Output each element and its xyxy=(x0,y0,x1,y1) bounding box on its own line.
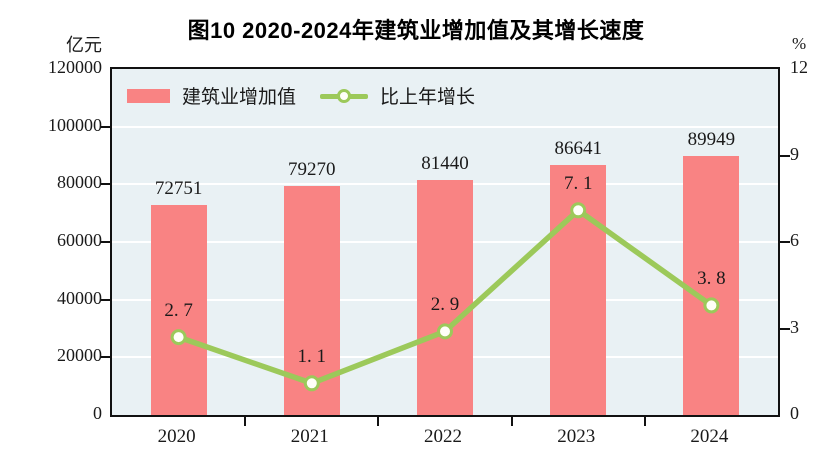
line-sample-marker-icon xyxy=(337,88,352,103)
bar-series-swatch xyxy=(127,88,170,103)
bar-2020 xyxy=(150,205,207,415)
gridline xyxy=(112,125,778,128)
bar-value-label-2024: 89949 xyxy=(687,128,736,150)
line-marker-2021 xyxy=(303,375,320,392)
plot-area: 建筑业增加值 比上年增长 72751 79270 81440 86641 89949 2.… xyxy=(100,67,790,426)
line-marker-2020 xyxy=(170,329,187,346)
x-axis-tick xyxy=(643,417,646,426)
left-axis-tick-label: 40000 xyxy=(57,287,102,308)
bar-2024 xyxy=(683,155,740,415)
left-axis-tick xyxy=(100,183,110,186)
line-marker-2024 xyxy=(703,297,720,314)
growth-line-series xyxy=(170,202,720,392)
growth-value-label-2020: 2. 7 xyxy=(164,300,193,322)
left-axis-tick-label: 80000 xyxy=(57,172,102,193)
x-axis-label-2024: 2024 xyxy=(690,426,729,447)
legend-line-label: 比上年增长 xyxy=(380,87,476,108)
bar-value-label-2020: 72751 xyxy=(154,178,203,200)
growth-value-label-2023: 7. 1 xyxy=(563,173,593,195)
bar-value-label-2021: 79270 xyxy=(288,159,336,181)
chart-legend: 建筑业增加值 比上年增长 xyxy=(127,82,475,109)
left-axis-tick-label: 120000 xyxy=(48,57,102,77)
right-axis-tick xyxy=(780,154,790,157)
line-marker-2023 xyxy=(570,202,587,219)
left-axis-unit-label: 亿元 xyxy=(66,35,102,55)
right-axis-tick xyxy=(780,241,790,243)
growth-value-label-2022: 2. 9 xyxy=(430,294,460,316)
right-axis-tick-label: 9 xyxy=(790,143,799,164)
growth-value-label-2024: 3. 8 xyxy=(697,268,726,290)
right-axis-tick-label: 12 xyxy=(790,57,808,77)
right-axis-unit-label: % xyxy=(792,34,807,53)
x-axis-label-2023: 2023 xyxy=(557,426,596,447)
bar-2022 xyxy=(417,180,473,415)
left-axis-tick xyxy=(100,356,110,359)
line-series-sample xyxy=(320,88,369,104)
x-axis-tick xyxy=(244,417,247,426)
chart-title: 图10 2020-2024年建筑业增加值及其增长速度 xyxy=(187,18,645,43)
x-axis-label-2021: 2021 xyxy=(290,426,329,447)
bar-value-label-2023: 86641 xyxy=(554,138,602,160)
left-axis-tick-label: 100000 xyxy=(48,114,102,135)
line-marker-2022 xyxy=(437,323,453,340)
right-axis-tick-label: 3 xyxy=(790,316,799,337)
left-axis-tick xyxy=(100,125,110,128)
growth-value-label-2021: 1. 1 xyxy=(297,346,327,368)
right-axis-tick xyxy=(780,327,790,330)
right-axis-tick-label: 0 xyxy=(790,403,799,423)
x-axis-tick xyxy=(510,417,513,426)
bar-value-label-2022: 81440 xyxy=(421,153,469,175)
legend-bar-label: 建筑业增加值 xyxy=(182,87,297,108)
left-axis-tick-label: 60000 xyxy=(57,230,102,250)
x-axis-label-2020: 2020 xyxy=(157,426,196,447)
x-axis-label-2022: 2022 xyxy=(424,426,462,447)
left-axis-tick xyxy=(100,298,110,301)
left-axis-tick-label: 20000 xyxy=(57,345,102,366)
left-axis-tick-label: 0 xyxy=(93,403,102,423)
plot-canvas: 建筑业增加值 比上年增长 72751 79270 81440 86641 89949 2.… xyxy=(100,69,790,426)
x-axis-tick xyxy=(377,417,380,426)
left-axis-tick xyxy=(100,241,110,243)
right-axis-tick-label: 6 xyxy=(790,230,799,250)
